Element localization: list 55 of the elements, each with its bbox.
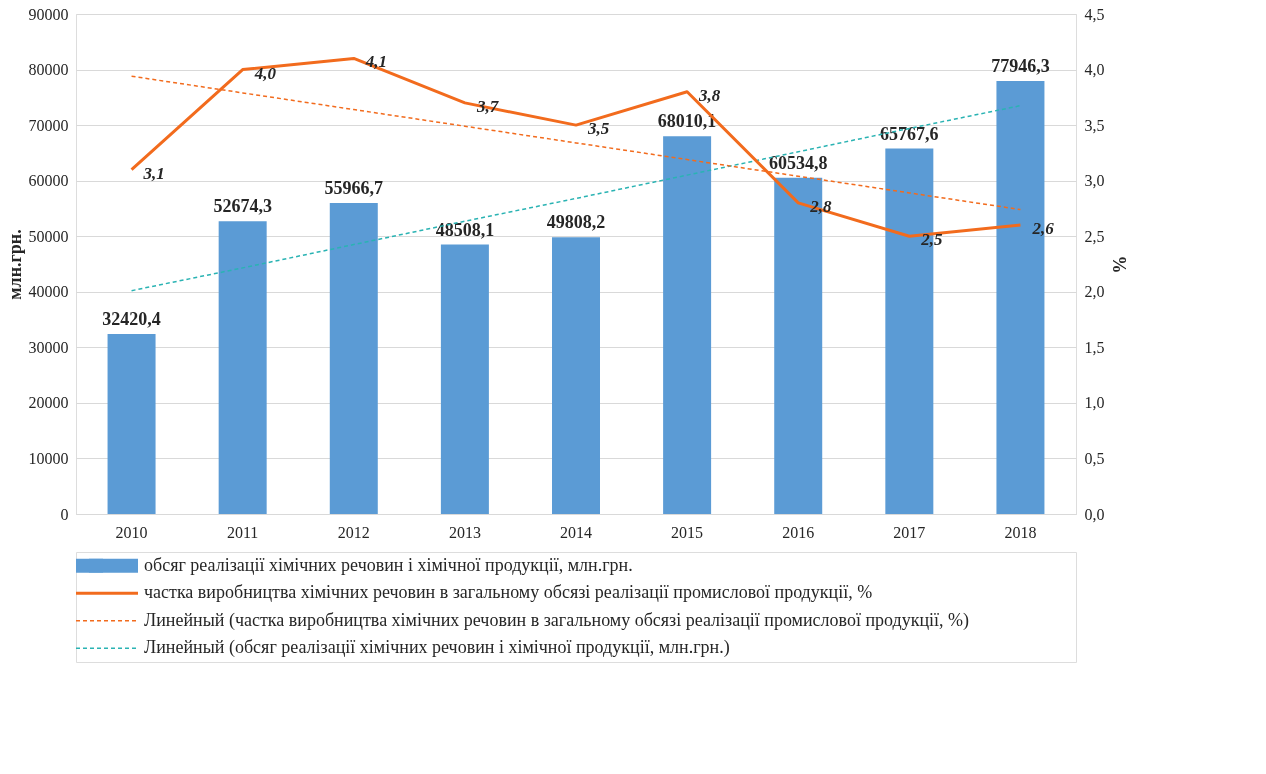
bar <box>107 333 156 514</box>
bar <box>329 203 378 514</box>
y-tick-label: 90000 <box>28 5 69 23</box>
x-tick-label: 2013 <box>448 523 481 541</box>
y-tick-label: 30000 <box>28 338 69 356</box>
data-label: 4,0 <box>253 63 277 83</box>
data-label: 52674,3 <box>213 196 272 217</box>
x-tick-label: 2011 <box>226 523 259 541</box>
data-label: 3,1 <box>142 163 165 183</box>
y-tick-label: 10000 <box>28 449 69 467</box>
y-tick-label: 70000 <box>28 116 69 134</box>
x-tick-label: 2012 <box>337 523 370 541</box>
y2-axis-title: % <box>1108 255 1129 274</box>
legend-label: Линейный (обсяг реалізації хімічних речовин і хімічної продукції, млн.грн.) <box>144 637 730 659</box>
x-tick-label: 2017 <box>893 523 926 541</box>
data-label: 49808,2 <box>546 212 606 233</box>
x-tick-label: 2015 <box>671 523 704 541</box>
data-label: 55966,7 <box>324 178 384 199</box>
data-label: 60534,8 <box>768 152 828 173</box>
y2-tick-label: 0,0 <box>1084 505 1105 523</box>
bar <box>218 221 267 514</box>
data-label: 2,8 <box>809 196 832 216</box>
bar <box>552 237 600 514</box>
y2-tick-label: 4,0 <box>1084 61 1105 79</box>
data-label: 3,8 <box>698 85 721 105</box>
bar <box>440 244 489 514</box>
data-label: 3,5 <box>587 119 610 139</box>
x-tick-label: 2018 <box>1004 523 1037 541</box>
x-tick-label: 2016 <box>782 523 815 541</box>
y-tick-label: 60000 <box>28 172 69 190</box>
y-tick-label: 20000 <box>28 394 69 412</box>
x-tick-label: 2014 <box>560 523 592 541</box>
data-label: 32420,4 <box>102 308 161 329</box>
y-tick-label: 80000 <box>28 61 69 79</box>
y2-tick-label: 4,5 <box>1084 5 1105 23</box>
legend-label: обсяг реалізації хімічних речовин і хімічної продукції, млн.грн. <box>144 554 633 575</box>
y2-tick-label: 3,0 <box>1084 172 1105 190</box>
y2-tick-label: 2,5 <box>1084 227 1105 245</box>
y2-tick-label: 1,0 <box>1084 394 1105 412</box>
data-label: 48508,1 <box>435 219 495 240</box>
legend-label: Линейный (частка виробництва хімічних речовин в загальному обсязі реалізації промислової продукції, %) <box>144 609 970 631</box>
data-label: 77946,3 <box>991 55 1050 76</box>
bar <box>663 136 712 514</box>
data-label: 65767,6 <box>880 123 939 144</box>
y2-tick-label: 1,5 <box>1084 338 1105 356</box>
y-tick-label: 50000 <box>28 227 69 245</box>
data-label: 68010,1 <box>657 111 717 132</box>
y2-tick-label: 3,5 <box>1084 116 1105 134</box>
y2-tick-label: 0,5 <box>1084 449 1105 467</box>
y-tick-label: 40000 <box>28 283 69 301</box>
x-tick-label: 2010 <box>115 523 148 541</box>
legend-label: частка виробництва хімічних речовин в загальному обсязі реалізації промислової продукції, % <box>144 582 873 603</box>
y2-tick-label: 2,0 <box>1084 283 1105 301</box>
y-tick-label: 0 <box>60 505 69 523</box>
y-axis-title: млн.грн. <box>4 229 25 300</box>
